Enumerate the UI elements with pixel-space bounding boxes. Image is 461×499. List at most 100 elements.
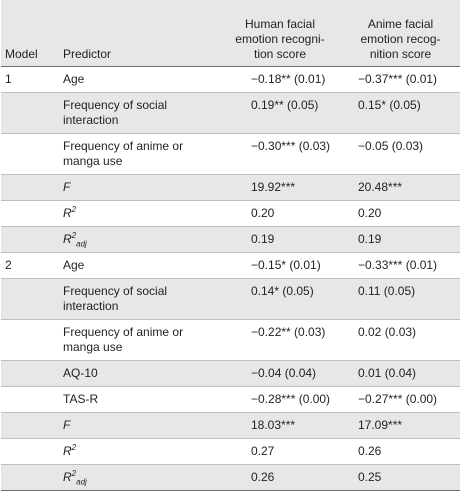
table-row: 2 Age −0.15* (0.01) −0.33*** (0.01) bbox=[1, 252, 460, 279]
predictor-cell: Age bbox=[59, 66, 219, 93]
header-anime-line1: Anime facial bbox=[367, 17, 434, 31]
r-symbol: R bbox=[63, 444, 72, 458]
model-cell bbox=[1, 360, 59, 387]
model-cell bbox=[1, 319, 59, 361]
anime-score-cell: 0.25 bbox=[341, 464, 460, 491]
predictor-cell: AQ-10 bbox=[59, 360, 219, 387]
r-symbol: R bbox=[63, 232, 72, 246]
model-cell bbox=[1, 412, 59, 439]
predictor-line1: Frequency of social bbox=[63, 284, 168, 298]
header-anime-score: Anime facial emotion recog- nition score bbox=[341, 0, 460, 67]
header-human-line1: Human facial bbox=[244, 17, 316, 31]
anime-score-cell: −0.37*** (0.01) bbox=[341, 66, 460, 93]
table-row: Frequency of anime or manga use −0.30***… bbox=[1, 133, 460, 175]
table-header: Model Predictor Human facial emotion rec… bbox=[1, 0, 460, 67]
r-superscript: 2 bbox=[71, 205, 77, 214]
predictor-cell: Frequency of anime or manga use bbox=[59, 319, 219, 361]
predictor-cell: F bbox=[59, 174, 219, 201]
model-cell bbox=[1, 226, 59, 253]
r-superscript: 2 bbox=[71, 231, 77, 240]
anime-score-cell: 0.11 (0.05) bbox=[341, 278, 460, 320]
model-cell bbox=[1, 386, 59, 413]
anime-score-cell: 0.15* (0.05) bbox=[341, 92, 460, 134]
human-score-cell: −0.22** (0.03) bbox=[219, 319, 341, 361]
model-cell bbox=[1, 92, 59, 134]
r-symbol: R bbox=[63, 206, 72, 220]
predictor-cell: F bbox=[59, 412, 219, 439]
anime-score-cell: 17.09*** bbox=[341, 412, 460, 439]
model-cell bbox=[1, 174, 59, 201]
table-row: Frequency of social interaction 0.14* (0… bbox=[1, 278, 460, 320]
r-superscript: 2 bbox=[71, 469, 77, 478]
regression-table: Model Predictor Human facial emotion rec… bbox=[1, 0, 460, 491]
predictor-cell: R2adj bbox=[59, 226, 219, 253]
human-score-cell: −0.28*** (0.00) bbox=[219, 386, 341, 413]
predictor-cell: R2adj bbox=[59, 464, 219, 491]
table-row: R2 0.20 0.20 bbox=[1, 200, 460, 227]
table-row: 1 Age −0.18** (0.01) −0.37*** (0.01) bbox=[1, 66, 460, 93]
human-score-cell: 0.19** (0.05) bbox=[219, 92, 341, 134]
anime-score-cell: 0.02 (0.03) bbox=[341, 319, 460, 361]
header-anime-line3: nition score bbox=[369, 47, 432, 61]
r-superscript: 2 bbox=[71, 443, 77, 452]
header-predictor: Predictor bbox=[63, 47, 112, 61]
table-row: R2adj 0.26 0.25 bbox=[1, 464, 460, 491]
anime-score-cell: −0.27*** (0.00) bbox=[341, 386, 460, 413]
predictor-line1: Frequency of anime or bbox=[63, 325, 184, 339]
human-score-cell: −0.04 (0.04) bbox=[219, 360, 341, 387]
table-row: TAS-R −0.28*** (0.00) −0.27*** (0.00) bbox=[1, 386, 460, 413]
table-row: AQ-10 −0.04 (0.04) 0.01 (0.04) bbox=[1, 360, 460, 387]
predictor-cell: Frequency of social interaction bbox=[59, 92, 219, 134]
predictor-line2: manga use bbox=[63, 154, 123, 168]
model-cell bbox=[1, 278, 59, 320]
header-row: Model Predictor Human facial emotion rec… bbox=[1, 0, 460, 67]
human-score-cell: 0.26 bbox=[219, 464, 341, 491]
header-anime-line2: emotion recog- bbox=[360, 32, 441, 46]
header-human-line3: tion score bbox=[253, 47, 307, 61]
predictor-line1: Frequency of anime or bbox=[63, 139, 184, 153]
predictor-cell: Frequency of social interaction bbox=[59, 278, 219, 320]
model-cell bbox=[1, 464, 59, 491]
human-score-cell: 18.03*** bbox=[219, 412, 341, 439]
model-cell bbox=[1, 438, 59, 465]
human-score-cell: −0.18** (0.01) bbox=[219, 66, 341, 93]
human-score-cell: 0.27 bbox=[219, 438, 341, 465]
r-subscript: adj bbox=[76, 477, 87, 487]
anime-score-cell: −0.05 (0.03) bbox=[341, 133, 460, 175]
predictor-cell: R2 bbox=[59, 200, 219, 227]
table-row: F 18.03*** 17.09*** bbox=[1, 412, 460, 439]
human-score-cell: 0.14* (0.05) bbox=[219, 278, 341, 320]
predictor-line2: interaction bbox=[63, 113, 119, 127]
predictor-line2: interaction bbox=[63, 299, 119, 313]
model-cell: 1 bbox=[1, 66, 59, 93]
table-row: Frequency of anime or manga use −0.22** … bbox=[1, 319, 460, 361]
anime-score-cell: 0.26 bbox=[341, 438, 460, 465]
table-row: R2 0.27 0.26 bbox=[1, 438, 460, 465]
anime-score-cell: 0.19 bbox=[341, 226, 460, 253]
anime-score-cell: 20.48*** bbox=[341, 174, 460, 201]
header-human-line2: emotion recogni- bbox=[235, 32, 325, 46]
model-cell bbox=[1, 200, 59, 227]
anime-score-cell: 0.20 bbox=[341, 200, 460, 227]
human-score-cell: 0.19 bbox=[219, 226, 341, 253]
human-score-cell: −0.15* (0.01) bbox=[219, 252, 341, 279]
header-human-score: Human facial emotion recogni- tion score bbox=[219, 0, 341, 67]
table-body: 1 Age −0.18** (0.01) −0.37*** (0.01) Fre… bbox=[1, 66, 460, 491]
r-symbol: R bbox=[63, 470, 72, 484]
table-row: Frequency of social interaction 0.19** (… bbox=[1, 92, 460, 134]
header-model: Model bbox=[5, 47, 38, 61]
model-cell bbox=[1, 133, 59, 175]
anime-score-cell: 0.01 (0.04) bbox=[341, 360, 460, 387]
model-cell: 2 bbox=[1, 252, 59, 279]
predictor-cell: R2 bbox=[59, 438, 219, 465]
table-row: R2adj 0.19 0.19 bbox=[1, 226, 460, 253]
human-score-cell: −0.30*** (0.03) bbox=[219, 133, 341, 175]
anime-score-cell: −0.33*** (0.01) bbox=[341, 252, 460, 279]
predictor-line1: Frequency of social bbox=[63, 98, 168, 112]
predictor-cell: Age bbox=[59, 252, 219, 279]
human-score-cell: 19.92*** bbox=[219, 174, 341, 201]
r-subscript: adj bbox=[76, 239, 87, 249]
human-score-cell: 0.20 bbox=[219, 200, 341, 227]
table-row: F 19.92*** 20.48*** bbox=[1, 174, 460, 201]
